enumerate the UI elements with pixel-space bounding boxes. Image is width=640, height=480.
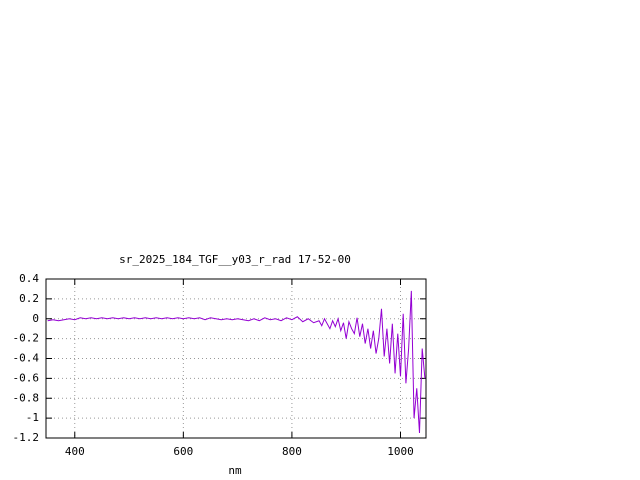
x-axis-label: nm bbox=[228, 464, 242, 477]
y-tick-label: 0.4 bbox=[19, 272, 39, 285]
plot-frame bbox=[45, 278, 427, 439]
x-tick-label: 600 bbox=[173, 445, 193, 458]
y-tick-label: -0.6 bbox=[13, 371, 40, 384]
y-tick-label: -0.2 bbox=[13, 332, 40, 345]
y-tick-label: -0.8 bbox=[13, 391, 40, 404]
data-line bbox=[47, 290, 426, 434]
y-tick-label: 0.2 bbox=[19, 292, 39, 305]
y-tick-label: 0 bbox=[32, 312, 39, 325]
x-tick-label: 1000 bbox=[387, 445, 414, 458]
y-tick-label: -0.4 bbox=[13, 352, 40, 365]
x-tick-label: 800 bbox=[282, 445, 302, 458]
y-tick-label: -1.2 bbox=[13, 431, 40, 444]
y-tick-label: -1 bbox=[26, 411, 39, 424]
chart-title: sr_2025_184_TGF__y03_r_rad 17-52-00 bbox=[119, 253, 351, 266]
x-tick-label: 400 bbox=[65, 445, 85, 458]
